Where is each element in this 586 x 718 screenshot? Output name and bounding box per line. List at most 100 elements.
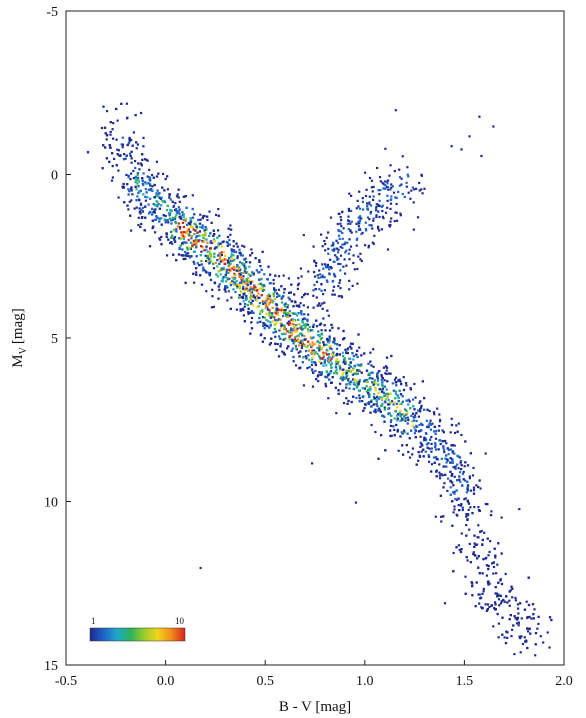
data-point bbox=[339, 263, 342, 266]
data-point bbox=[422, 455, 425, 458]
data-point bbox=[246, 283, 249, 287]
data-point bbox=[192, 228, 195, 231]
data-point bbox=[399, 435, 402, 438]
data-point bbox=[403, 431, 406, 434]
data-point bbox=[435, 475, 438, 478]
data-point bbox=[135, 188, 138, 191]
data-point bbox=[300, 325, 303, 328]
data-point bbox=[311, 341, 314, 344]
data-point bbox=[333, 274, 336, 277]
data-point bbox=[164, 220, 168, 223]
data-point bbox=[244, 302, 247, 306]
data-point bbox=[321, 307, 324, 310]
data-point bbox=[316, 346, 319, 350]
data-point bbox=[345, 351, 348, 354]
data-point bbox=[492, 125, 495, 128]
data-point bbox=[456, 454, 459, 457]
data-point bbox=[372, 198, 375, 201]
data-point bbox=[268, 312, 271, 315]
data-point bbox=[384, 147, 387, 150]
data-point bbox=[399, 212, 402, 215]
data-point bbox=[286, 347, 289, 350]
data-point bbox=[355, 207, 358, 210]
data-point bbox=[323, 352, 326, 355]
data-point bbox=[342, 361, 345, 364]
data-point bbox=[392, 425, 395, 428]
data-point bbox=[265, 324, 268, 327]
data-point bbox=[293, 326, 296, 329]
data-point bbox=[411, 398, 415, 401]
data-point bbox=[205, 248, 208, 251]
data-point bbox=[344, 360, 347, 363]
data-point bbox=[226, 241, 229, 244]
data-point bbox=[416, 409, 420, 412]
data-point bbox=[375, 209, 378, 212]
data-point bbox=[364, 403, 367, 406]
data-point bbox=[162, 172, 165, 175]
data-point bbox=[349, 222, 352, 225]
data-point bbox=[331, 326, 334, 329]
data-point bbox=[460, 468, 463, 471]
data-point bbox=[358, 394, 361, 397]
data-point bbox=[286, 315, 289, 318]
data-point bbox=[357, 333, 360, 336]
data-point bbox=[446, 447, 449, 450]
data-point bbox=[249, 290, 252, 293]
data-point bbox=[266, 306, 269, 310]
data-point bbox=[206, 215, 209, 218]
data-point bbox=[433, 430, 436, 433]
data-point bbox=[539, 635, 542, 638]
data-point bbox=[400, 383, 403, 386]
data-point bbox=[322, 351, 325, 354]
data-point bbox=[148, 177, 152, 180]
data-point bbox=[328, 272, 331, 275]
data-point bbox=[361, 400, 364, 403]
data-point bbox=[270, 337, 273, 340]
data-point bbox=[273, 316, 276, 319]
data-point bbox=[405, 181, 408, 184]
data-point bbox=[368, 393, 371, 396]
data-point bbox=[248, 279, 251, 282]
data-point bbox=[438, 420, 442, 423]
data-point bbox=[382, 414, 385, 417]
data-point bbox=[173, 236, 177, 239]
data-point bbox=[202, 236, 205, 239]
data-point bbox=[261, 284, 264, 287]
data-point bbox=[290, 319, 293, 322]
data-point bbox=[175, 213, 178, 216]
data-point bbox=[312, 361, 316, 364]
data-point bbox=[375, 214, 378, 217]
data-point bbox=[390, 354, 393, 358]
data-point bbox=[400, 402, 403, 405]
data-point bbox=[481, 607, 484, 610]
data-point bbox=[502, 598, 505, 601]
data-point bbox=[135, 141, 138, 144]
data-point bbox=[386, 179, 390, 182]
data-point bbox=[377, 225, 380, 228]
data-point bbox=[311, 344, 314, 347]
data-point bbox=[283, 303, 286, 306]
data-point bbox=[477, 506, 480, 509]
data-point bbox=[209, 247, 212, 250]
data-point bbox=[546, 631, 549, 634]
data-point bbox=[178, 237, 181, 240]
data-point bbox=[344, 272, 347, 275]
data-point bbox=[337, 248, 340, 251]
data-point bbox=[426, 408, 429, 411]
data-point bbox=[221, 259, 224, 262]
data-point bbox=[423, 187, 426, 190]
data-point bbox=[327, 374, 330, 377]
data-point bbox=[265, 319, 268, 322]
data-point bbox=[433, 425, 436, 428]
data-point bbox=[445, 454, 448, 457]
colorbar: 1 10 bbox=[89, 616, 186, 642]
data-point bbox=[251, 280, 254, 283]
data-point bbox=[328, 337, 331, 340]
data-point bbox=[267, 320, 270, 323]
data-point bbox=[279, 318, 282, 321]
data-point bbox=[256, 306, 259, 309]
data-point bbox=[537, 615, 540, 618]
data-point bbox=[224, 273, 227, 276]
data-point bbox=[137, 180, 140, 183]
data-point bbox=[362, 409, 365, 412]
